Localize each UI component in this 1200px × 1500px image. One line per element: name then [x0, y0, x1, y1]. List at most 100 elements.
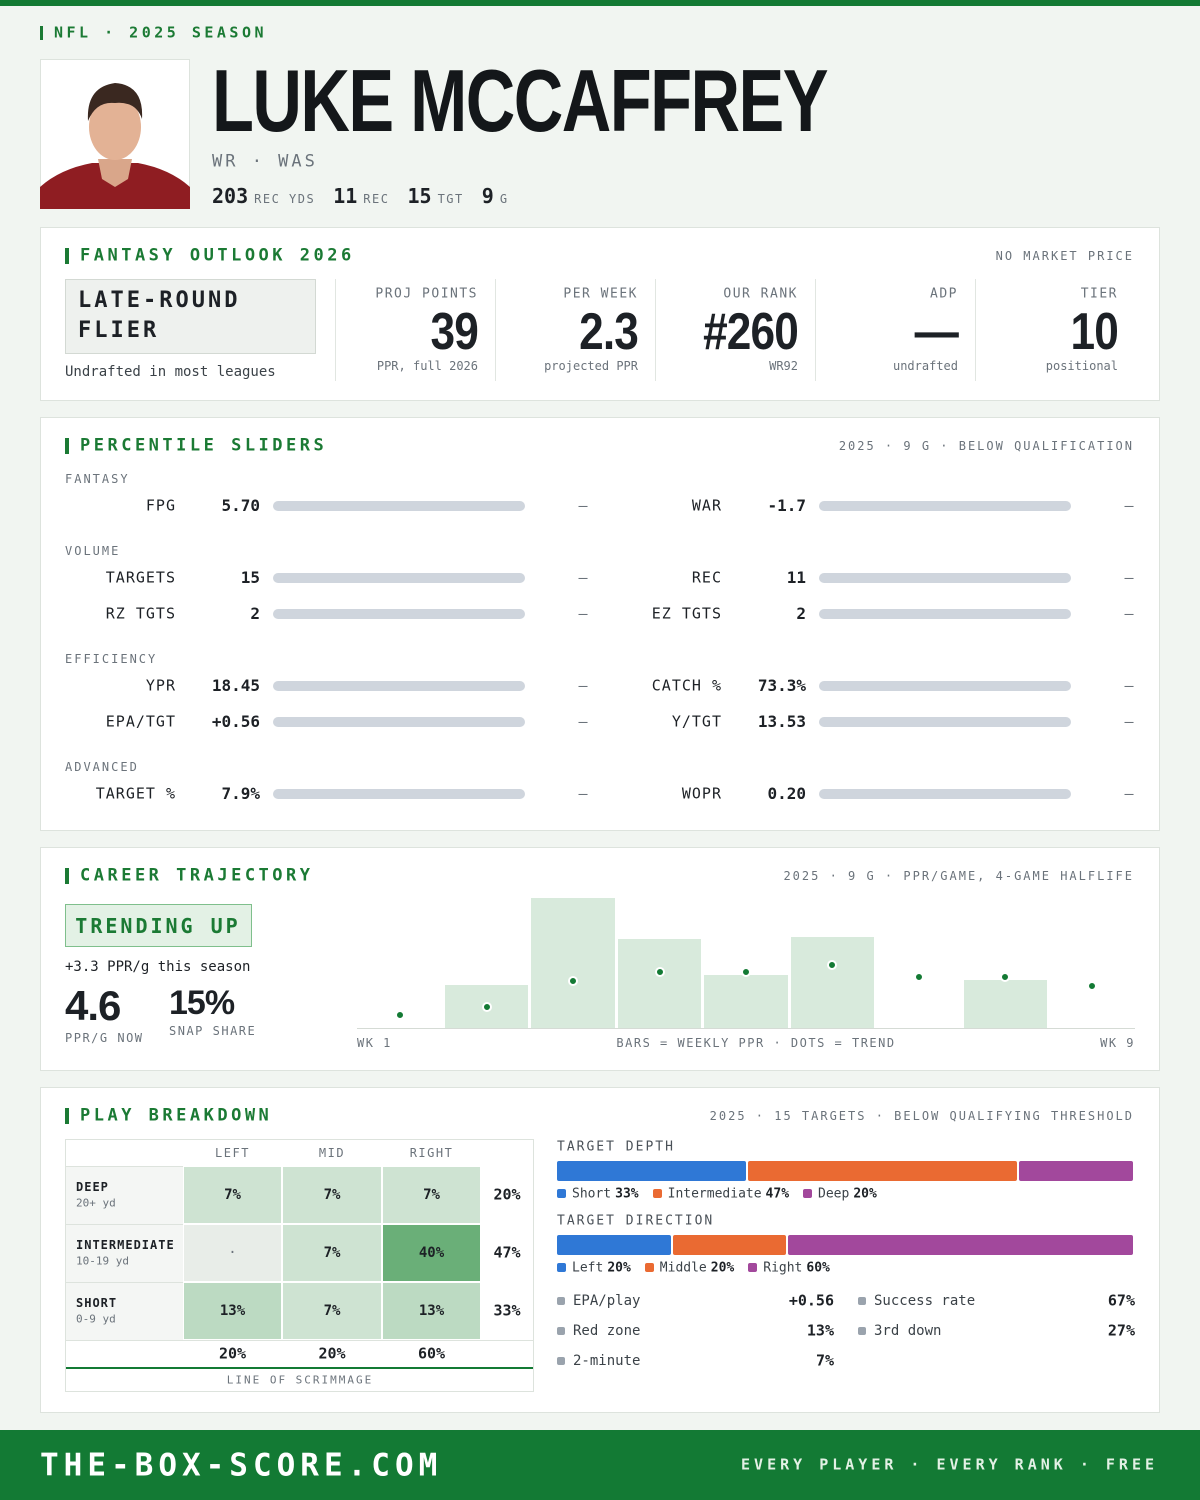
legend-swatch: [652, 1189, 662, 1198]
metric-dot: [858, 1297, 866, 1305]
metric-dot: [557, 1297, 565, 1305]
heat-cell: [382, 1224, 481, 1282]
stat-value: 2: [796, 604, 806, 623]
group-label: FANTASY: [65, 472, 130, 486]
metric-label: PROJ POINTS: [375, 286, 478, 302]
badge-box: [65, 279, 316, 354]
header-marker: [40, 26, 43, 40]
trend-dot: [1086, 981, 1097, 992]
chart-baseline: [357, 1028, 1135, 1029]
grid-row-range: 0-9 yd: [76, 1312, 116, 1326]
metric-number: 13%: [806, 1321, 834, 1340]
metric-label: PER WEEK: [563, 286, 638, 302]
stat-value: 0.20: [767, 784, 806, 803]
slider-track: [819, 681, 1071, 691]
percentile: —: [1124, 604, 1134, 623]
slider-track: [819, 501, 1071, 511]
heat-cell-label: ·: [228, 1245, 237, 1261]
section-note: 2025 · 9 G · PPR/GAME, 4-GAME HALFLIFE: [783, 869, 1134, 883]
trend-dot: [1000, 971, 1011, 982]
row-total: 33%: [493, 1301, 521, 1320]
legend-name: Deep: [818, 1186, 850, 1202]
legend-value: 33%: [615, 1186, 639, 1202]
stat-value: 11: [333, 184, 358, 208]
stat-label: WOPR: [681, 784, 722, 803]
grid-footer: LINE OF SCRIMMAGE: [226, 1373, 374, 1387]
grid-row-range: 20+ yd: [76, 1196, 116, 1210]
heat-cell-label: 13%: [418, 1303, 445, 1319]
group-label: EFFICIENCY: [65, 652, 158, 666]
metric-number: +0.56: [788, 1291, 834, 1310]
legend-value: 20%: [853, 1186, 877, 1202]
section-title: CAREER TRAJECTORY: [80, 865, 314, 886]
weekly-bar: [963, 980, 1048, 1028]
slider-track: [273, 717, 525, 727]
section-marker: [65, 438, 69, 454]
metric-divider: [975, 279, 976, 381]
slider-track: [819, 717, 1071, 727]
grid-row-head: [66, 1166, 183, 1224]
heat-cell-label: 7%: [224, 1187, 241, 1203]
percentile-card: [40, 417, 1160, 831]
legend-value: 20%: [607, 1260, 631, 1276]
section-note: 2025 · 15 TARGETS · BELOW QUALIFYING THR…: [709, 1109, 1134, 1123]
header-stat: 15 TGT: [407, 184, 463, 208]
metric-number: 7%: [815, 1351, 834, 1370]
trend-badge-box: [65, 904, 252, 947]
tagline: EVERY PLAYER · EVERY RANK · FREE: [741, 1455, 1158, 1474]
x-start: WK 1: [357, 1036, 392, 1050]
stat-label: Y/TGT: [671, 712, 722, 731]
percentile: —: [1124, 712, 1134, 731]
legend-name: Middle: [659, 1260, 707, 1276]
grid-row-head: [66, 1224, 183, 1282]
position-team: WR · WAS: [212, 151, 318, 172]
grid-row-head: [66, 1282, 183, 1340]
metric-sub: positional: [1045, 359, 1118, 373]
percentile: —: [1124, 784, 1134, 803]
now-label: PPR/G NOW: [65, 1031, 144, 1045]
grid-row-label: DEEP: [76, 1180, 109, 1194]
metric-dot: [557, 1357, 565, 1365]
weekly-bar: [531, 898, 615, 1028]
legend-swatch: [557, 1189, 566, 1198]
group-label: VOLUME: [65, 544, 121, 558]
depth-segment: [672, 1235, 787, 1255]
legend-name: Short: [572, 1186, 612, 1202]
stat-label: G: [499, 192, 509, 206]
metric-number: 67%: [1107, 1291, 1135, 1310]
slider-track: [819, 789, 1071, 799]
group-label: ADVANCED: [65, 760, 139, 774]
depth-segment: [557, 1235, 671, 1255]
section-marker: [65, 868, 69, 884]
metric-value: —: [914, 303, 959, 361]
stat-label: TARGET %: [95, 784, 176, 803]
col-total: 20%: [318, 1344, 346, 1363]
heat-cell: [282, 1166, 382, 1224]
heat-cell-label: 7%: [323, 1245, 341, 1261]
snap-value: 15%: [169, 984, 235, 1022]
heat-cell: [382, 1282, 481, 1340]
stat-label: REC: [691, 568, 722, 587]
metric-sub: WR92: [769, 359, 798, 373]
trend-dot: [654, 967, 665, 978]
slider-track: [273, 609, 525, 619]
x-end: WK 9: [1100, 1036, 1135, 1050]
slider-track: [819, 573, 1071, 583]
section-title: PLAY BREAKDOWN: [80, 1105, 273, 1126]
slider-track: [819, 609, 1071, 619]
trend-badge: TRENDING UP: [75, 914, 241, 938]
badge-sub: Undrafted in most leagues: [65, 364, 276, 380]
metric-name: 3rd down: [874, 1323, 942, 1339]
section-note: 2025 · 9 G · BELOW QUALIFICATION: [838, 439, 1134, 453]
metric-sub: undrafted: [892, 359, 958, 373]
stat-value: 7.9%: [221, 784, 260, 803]
heat-cell: [282, 1282, 382, 1340]
legend-swatch: [748, 1263, 758, 1272]
stat-value: 203: [212, 184, 249, 208]
stat-value: -1.7: [767, 496, 806, 515]
weekly-bar: [617, 938, 702, 1028]
row-total: 20%: [493, 1185, 521, 1204]
grid-row-label: SHORT: [76, 1296, 118, 1310]
stat-label: EPA/TGT: [105, 712, 176, 731]
bar-title: TARGET DIRECTION: [557, 1213, 715, 1229]
